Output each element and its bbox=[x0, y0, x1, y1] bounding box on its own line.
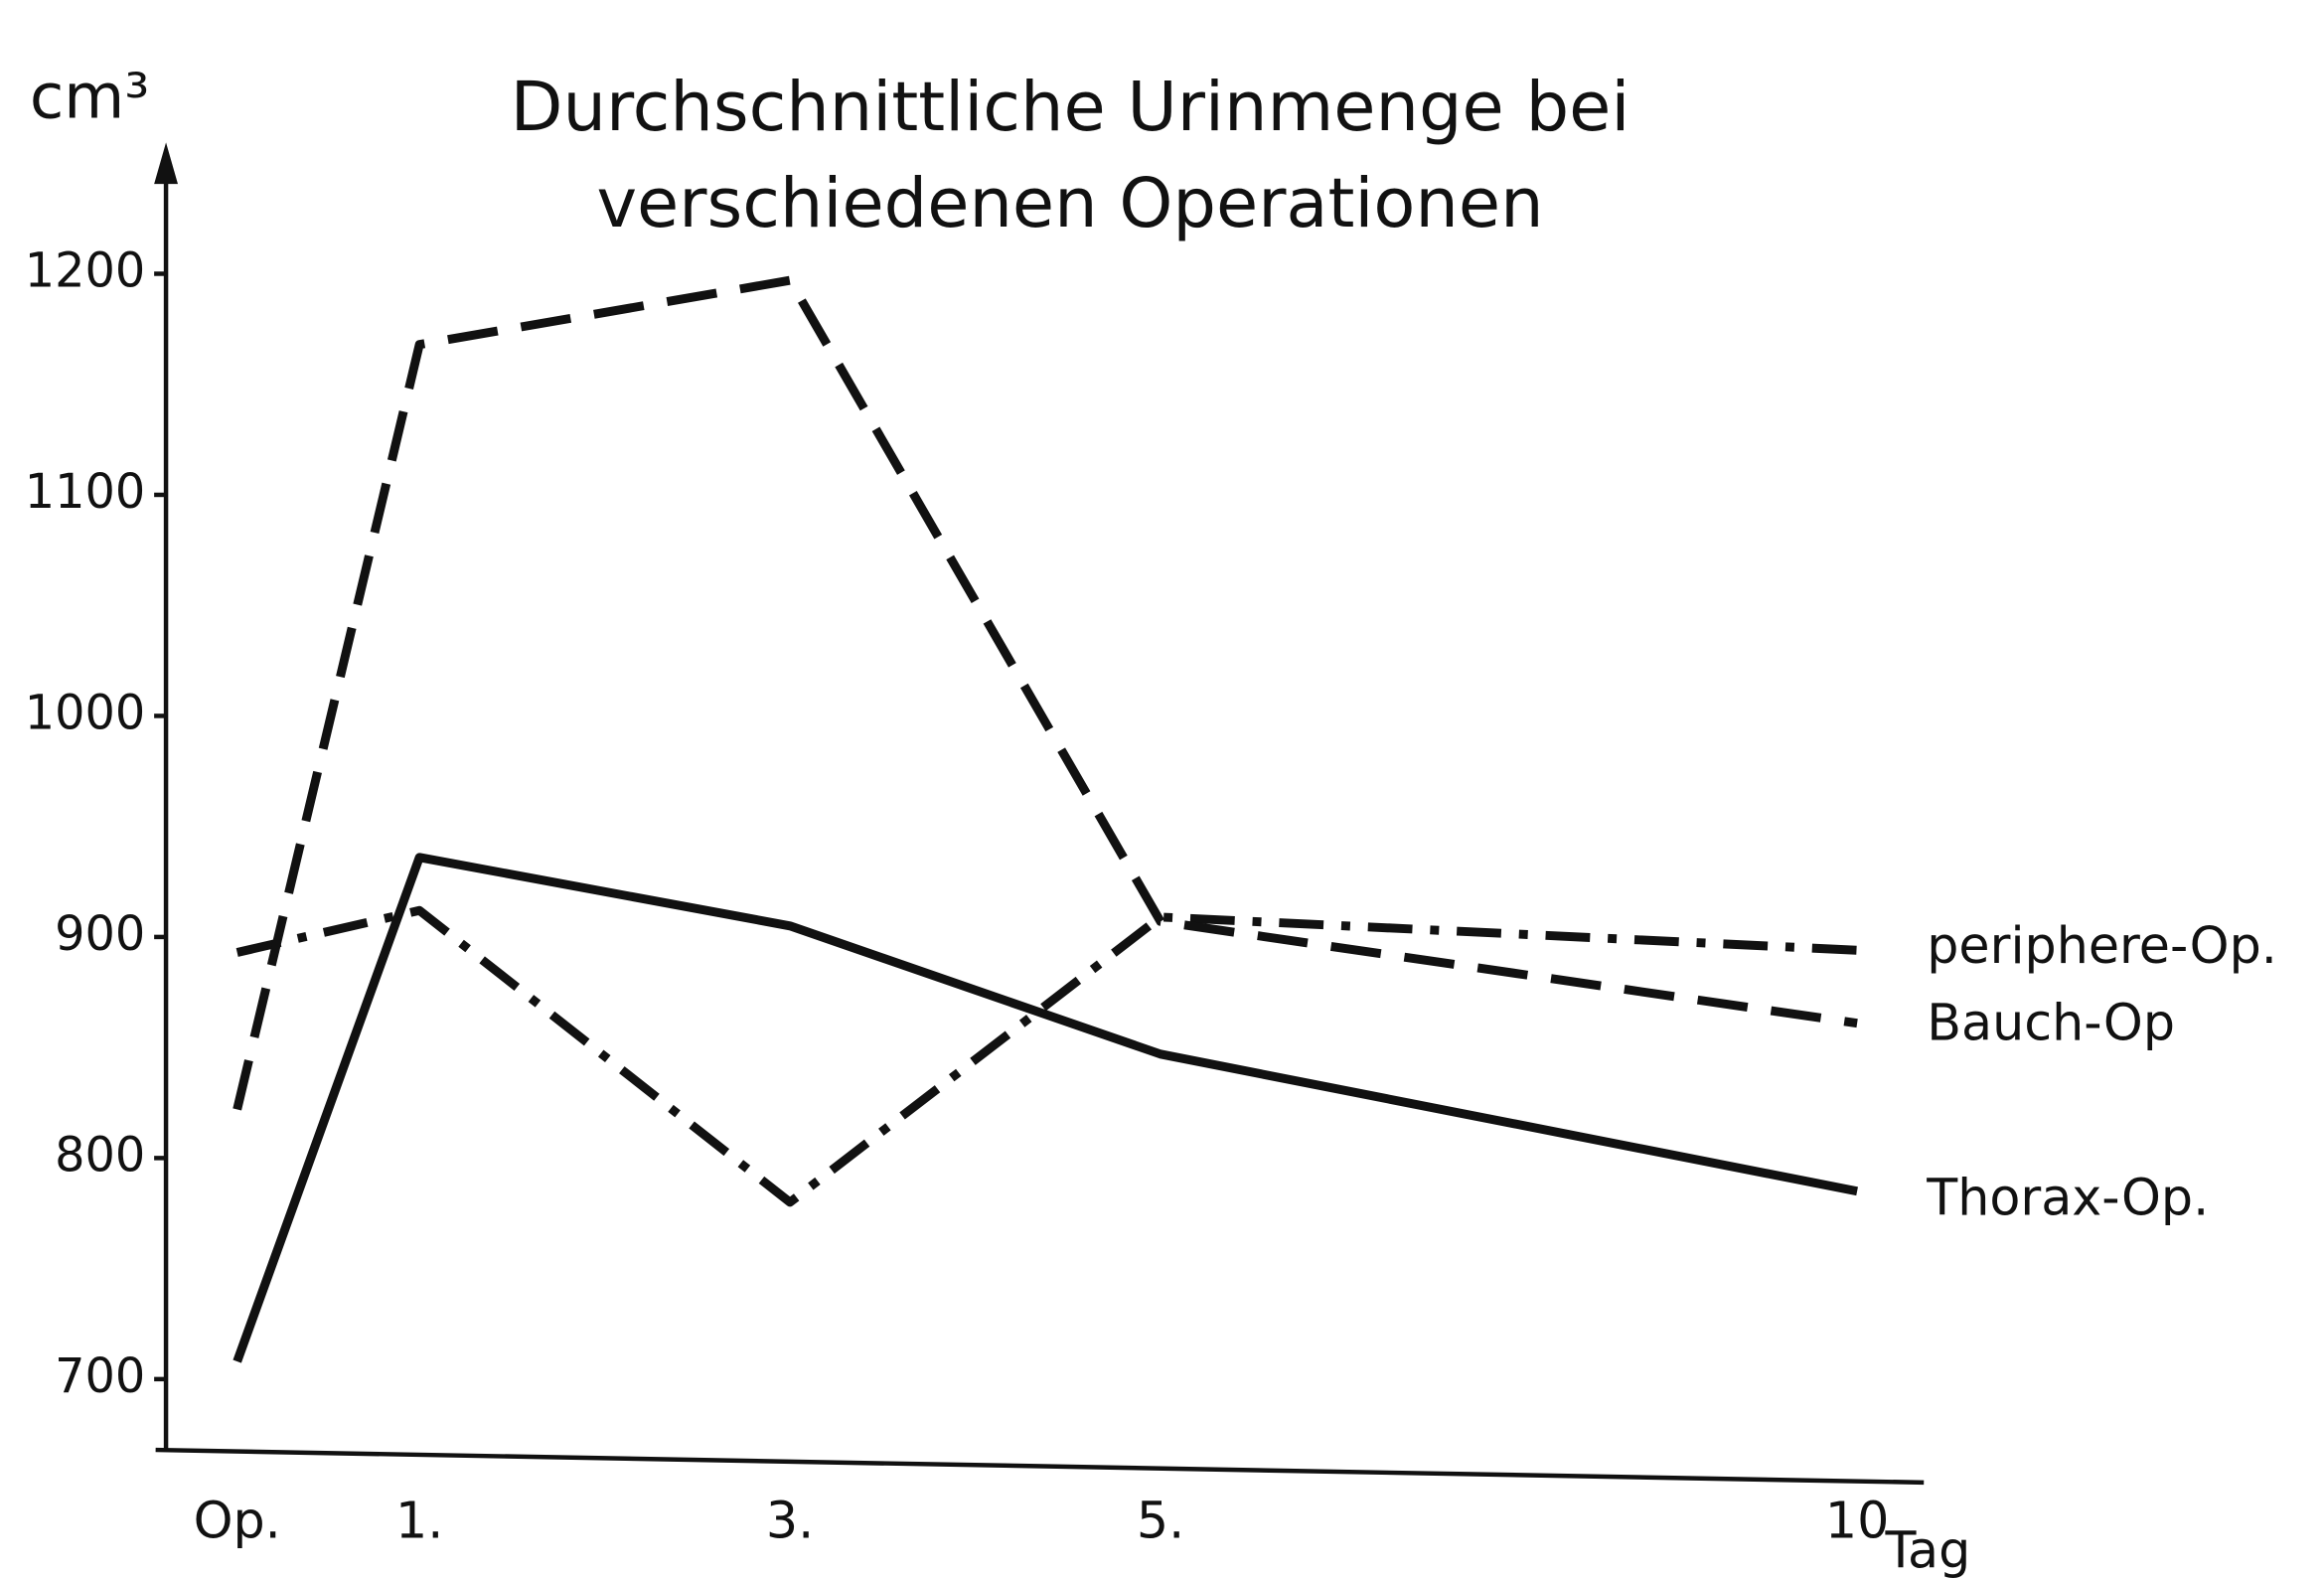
y-tick-label: 800 bbox=[55, 1128, 145, 1183]
x-axis-label: Tag bbox=[1884, 1520, 1970, 1579]
chart-title: verschiedenen Operationen bbox=[596, 164, 1543, 243]
x-tick-label: 1. bbox=[395, 1492, 443, 1550]
y-tick-label: 1200 bbox=[25, 243, 145, 298]
x-axis bbox=[155, 1447, 1925, 1486]
x-tick-label: Op. bbox=[194, 1492, 281, 1550]
y-axis-arrow bbox=[154, 142, 179, 185]
y-tick-label: 1100 bbox=[25, 465, 145, 520]
x-tick-label: 5. bbox=[1137, 1492, 1184, 1550]
x-tick-label: 3. bbox=[766, 1492, 814, 1550]
y-tick-label: 1000 bbox=[25, 686, 145, 740]
y-axis-label: cm³ bbox=[30, 61, 150, 133]
line-series bbox=[232, 275, 1858, 1111]
series-label: periphere-Op. bbox=[1927, 916, 2277, 975]
y-tick-label: 900 bbox=[55, 907, 145, 962]
line-series bbox=[235, 905, 1858, 1207]
series-label: Bauch-Op bbox=[1927, 993, 2175, 1051]
y-tick-label: 700 bbox=[55, 1349, 145, 1404]
chart-title: Durchschnittliche Urinmenge bei bbox=[511, 68, 1630, 147]
x-tick-label: 10 bbox=[1825, 1492, 1890, 1550]
series-label: Thorax-Op. bbox=[1926, 1168, 2209, 1226]
line-series bbox=[232, 853, 1858, 1363]
